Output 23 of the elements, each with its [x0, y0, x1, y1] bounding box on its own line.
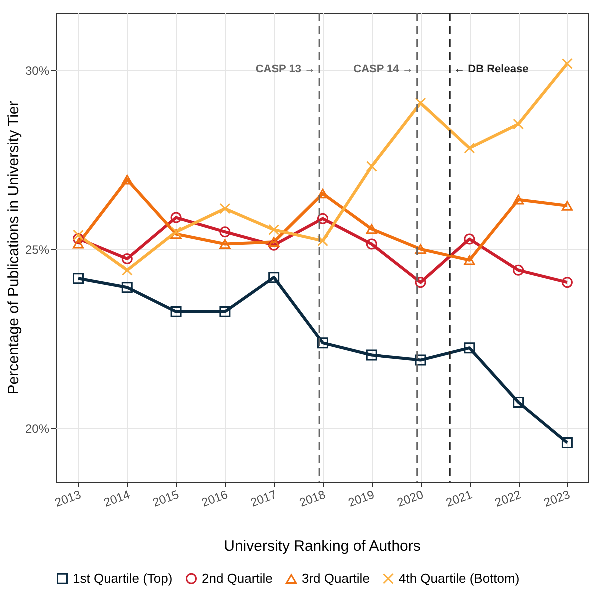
ref-line-label: CASP 14 →	[354, 63, 414, 76]
x-tick-label: 2019	[346, 488, 377, 510]
x-tick-label: 2018	[298, 488, 328, 510]
x-tick-label: 2017	[248, 488, 279, 510]
legend-label: 1st Quartile (Top)	[73, 570, 173, 586]
ref-line-label: CASP 13 →	[256, 63, 316, 76]
y-tick-label: 20%	[25, 422, 50, 436]
x-tick-label: 2022	[493, 488, 524, 510]
legend-label: 4th Quartile (Bottom)	[399, 570, 520, 586]
y-axis-title: Percentage of Publications in University Tier	[5, 101, 22, 395]
y-tick-label: 30%	[25, 64, 50, 78]
x-tick-label: 2016	[200, 488, 230, 510]
x-tick-label: 2020	[395, 488, 426, 510]
x-tick-label: 2013	[53, 488, 84, 510]
x-axis-title: University Ranking of Authors	[224, 538, 421, 555]
x-tick-label: 2023	[542, 488, 572, 510]
legend-label: 2nd Quartile	[202, 570, 273, 586]
ref-line-label: ← DB Release	[454, 63, 529, 76]
x-tick-label: 2021	[444, 488, 475, 510]
legend-label: 3rd Quartile	[302, 571, 370, 586]
x-tick-label: 2015	[151, 488, 182, 510]
y-tick-label: 25%	[25, 242, 50, 257]
x-tick-label: 2014	[102, 488, 132, 510]
